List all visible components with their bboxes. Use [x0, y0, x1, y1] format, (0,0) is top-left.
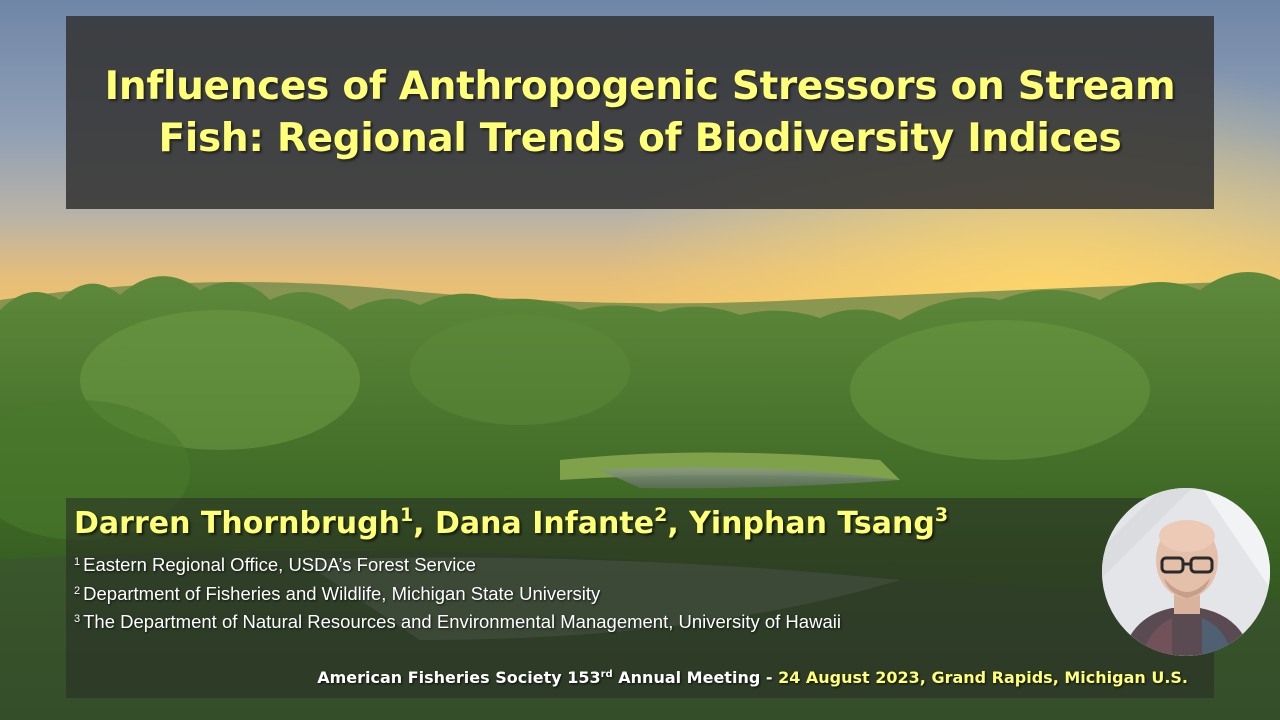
author-separator: ,	[413, 506, 436, 541]
affiliation-text: Department of Fisheries and Wildlife, Mi…	[83, 583, 601, 604]
meeting-info: American Fisheries Society 153rd Annual …	[317, 668, 1188, 687]
slide-title: Influences of Anthropogenic Stressors on…	[105, 61, 1176, 165]
meeting-ordinal: rd	[600, 669, 613, 680]
author-affiliation-mark: 2	[654, 504, 668, 526]
affiliation-mark: 2	[74, 585, 81, 597]
title-panel: Influences of Anthropogenic Stressors on…	[66, 16, 1214, 209]
meeting-society-name: American Fisheries Society 153	[317, 668, 601, 687]
affiliation-text: Eastern Regional Office, USDA’s Forest S…	[83, 554, 476, 575]
affiliation-mark: 1	[74, 556, 81, 568]
meeting-date-place: 24 August 2023, Grand Rapids, Michigan U…	[778, 668, 1188, 687]
affiliation-text: The Department of Natural Resources and …	[83, 611, 841, 632]
affiliation-mark: 3	[74, 613, 81, 625]
author-affiliation-mark: 1	[399, 504, 414, 526]
affiliation-2: 2 Department of Fisheries and Wildlife, M…	[74, 583, 600, 605]
author-list: Darren Thornbrugh1, Dana Infante2, Yinph…	[74, 502, 948, 546]
author-name: Darren Thornbrugh	[74, 506, 400, 541]
meeting-society: American Fisheries Society 153rd Annual …	[317, 668, 778, 687]
presenter-avatar-photo	[1102, 488, 1270, 656]
title-line-2: Fish: Regional Trends of Biodiversity In…	[158, 115, 1122, 161]
author-name: Dana Infante	[435, 506, 655, 541]
title-line-1: Influences of Anthropogenic Stressors on…	[104, 63, 1176, 109]
author-info-panel	[66, 498, 1214, 698]
meeting-separator: -	[760, 668, 779, 687]
presenter-avatar	[1102, 488, 1270, 656]
affiliation-1: 1 Eastern Regional Office, USDA’s Forest …	[74, 554, 476, 576]
meeting-society-suffix: Annual Meeting	[612, 668, 761, 687]
affiliation-3: 3 The Department of Natural Resources and…	[74, 611, 841, 633]
author-affiliation-mark: 3	[934, 504, 949, 526]
author-name: Yinphan Tsang	[689, 506, 935, 541]
author-separator: ,	[667, 506, 690, 541]
